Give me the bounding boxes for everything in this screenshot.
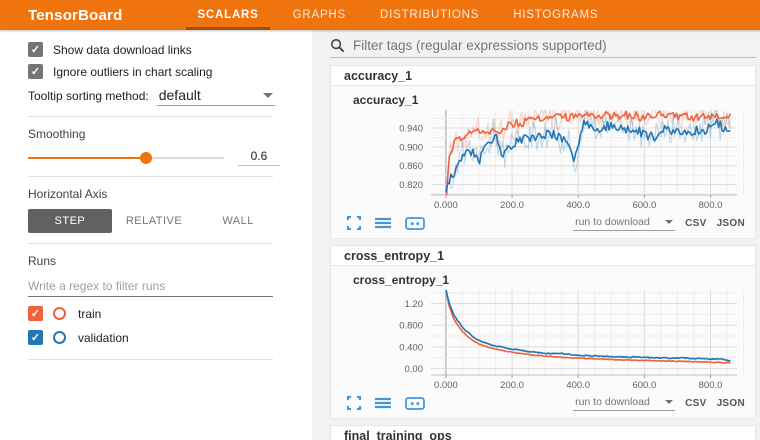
json-download-link[interactable]: JSON [716, 397, 745, 409]
haxis-wall-button[interactable]: WALL [222, 215, 254, 227]
chart-title: accuracy_1 [353, 93, 419, 107]
chart-footer: run to download CSV JSON [331, 393, 755, 415]
runs-regex-input[interactable] [28, 276, 273, 297]
ignore-outliers-checkbox[interactable]: ✓ [28, 64, 43, 79]
search-icon [330, 38, 345, 53]
slider-fill [28, 156, 146, 159]
download-group: run to download CSV JSON [573, 396, 745, 411]
svg-text:0.940: 0.940 [399, 123, 423, 134]
section-header-accuracy[interactable]: accuracy_1 [330, 65, 756, 86]
svg-text:0.00: 0.00 [405, 364, 424, 375]
show-download-links-label: Show data download links [53, 42, 192, 57]
tooltip-sorting-row: Tooltip sorting method: default [28, 86, 312, 106]
tooltip-sorting-label: Tooltip sorting method: [28, 89, 149, 103]
tab-histograms[interactable]: HISTOGRAMS [513, 9, 599, 21]
tab-scalars[interactable]: SCALARS [180, 0, 275, 30]
horizontal-axis-buttons: STEP RELATIVE WALL [28, 209, 280, 233]
divider [28, 359, 273, 360]
haxis-step-button[interactable]: STEP [28, 209, 112, 233]
chevron-down-icon [665, 399, 674, 404]
dashboard-main: accuracy_1 accuracy_1 0.000 200.0 400.0 600… [312, 30, 760, 440]
run-row-validation: ✓ validation [28, 330, 312, 345]
chart-title: cross_entropy_1 [353, 273, 450, 287]
svg-text:200.0: 200.0 [500, 200, 524, 211]
svg-text:0.820: 0.820 [399, 180, 423, 191]
show-download-links-checkbox[interactable]: ✓ [28, 42, 43, 57]
svg-text:0.000: 0.000 [434, 200, 458, 211]
fit-domain-icon[interactable] [405, 396, 425, 410]
haxis-relative-button[interactable]: RELATIVE [125, 215, 183, 227]
section-header-cross-entropy[interactable]: cross_entropy_1 [330, 245, 756, 266]
tooltip-sorting-value: default [158, 87, 201, 103]
smoothing-value[interactable]: 0.6 [238, 149, 280, 166]
divider [28, 116, 273, 117]
tooltip-sorting-dropdown[interactable]: default [156, 86, 275, 106]
show-download-links-row: ✓ Show data download links [28, 42, 312, 57]
run-train-color-swatch [53, 307, 66, 320]
expand-icon[interactable] [347, 216, 361, 230]
smoothing-label: Smoothing [28, 127, 86, 141]
accuracy-chart[interactable]: 0.000 200.0 400.0 600.0 800.0 0.820 0.860 0.900… [331, 107, 755, 213]
log-scale-icon[interactable] [375, 217, 391, 229]
svg-text:0.860: 0.860 [399, 161, 423, 172]
run-to-download-dropdown[interactable]: run to download [573, 215, 676, 231]
slider-thumb[interactable] [139, 151, 152, 164]
tab-graphs[interactable]: GRAPHS [292, 9, 346, 21]
expand-icon[interactable] [347, 396, 361, 410]
horizontal-axis-label: Horizontal Axis [28, 187, 108, 201]
divider [28, 243, 273, 244]
fit-domain-icon[interactable] [405, 216, 425, 230]
nav-tabs: SCALARS GRAPHS DISTRIBUTIONS HISTOGRAMS [180, 0, 615, 30]
run-row-train: ✓ train [28, 306, 312, 321]
run-train-checkbox[interactable]: ✓ [28, 306, 43, 321]
cross-entropy-chart[interactable]: 0.000 200.0 400.0 600.0 800.0 0.00 0.400 0.800 1… [331, 287, 755, 393]
filter-tags-row [330, 38, 756, 58]
filter-tags-input[interactable] [353, 38, 756, 53]
chart-card-accuracy: accuracy_1 0.000 200.0 400.0 600.0 800.0 0.82… [330, 86, 756, 239]
csv-download-link[interactable]: CSV [685, 217, 707, 229]
ignore-outliers-label: Ignore outliers in chart scaling [53, 64, 213, 79]
smoothing-slider[interactable] [28, 151, 224, 165]
run-validation-label: validation [78, 330, 129, 345]
csv-download-link[interactable]: CSV [685, 397, 707, 409]
tab-distributions[interactable]: DISTRIBUTIONS [380, 9, 480, 21]
svg-text:0.800: 0.800 [399, 321, 423, 332]
run-validation-checkbox[interactable]: ✓ [28, 330, 43, 345]
app-title: TensorBoard [28, 6, 123, 24]
smoothing-row: 0.6 [28, 149, 280, 166]
run-to-download-dropdown[interactable]: run to download [573, 395, 676, 411]
svg-text:0.400: 0.400 [399, 342, 423, 353]
json-download-link[interactable]: JSON [716, 217, 745, 229]
divider [28, 176, 273, 177]
runs-label: Runs [28, 254, 57, 268]
run-to-download-label: run to download [575, 395, 650, 408]
svg-text:800.0: 800.0 [699, 380, 723, 391]
svg-text:600.0: 600.0 [632, 380, 656, 391]
svg-text:400.0: 400.0 [566, 380, 590, 391]
svg-text:600.0: 600.0 [632, 200, 656, 211]
chevron-down-icon [665, 219, 674, 224]
svg-text:200.0: 200.0 [500, 380, 524, 391]
app-header: TensorBoard SCALARS GRAPHS DISTRIBUTIONS… [0, 0, 760, 30]
chart-card-cross-entropy: cross_entropy_1 0.000 200.0 400.0 600.0 800.… [330, 266, 756, 419]
settings-sidebar: ✓ Show data download links ✓ Ignore outl… [0, 30, 312, 440]
svg-text:800.0: 800.0 [699, 200, 723, 211]
log-scale-icon[interactable] [375, 397, 391, 409]
svg-text:0.900: 0.900 [399, 142, 423, 153]
svg-text:1.20: 1.20 [405, 299, 424, 310]
run-to-download-label: run to download [575, 215, 650, 228]
svg-text:0.000: 0.000 [434, 380, 458, 391]
run-validation-color-swatch [53, 331, 66, 344]
run-train-label: train [78, 306, 102, 321]
download-group: run to download CSV JSON [573, 216, 745, 231]
chart-footer: run to download CSV JSON [331, 213, 755, 235]
ignore-outliers-row: ✓ Ignore outliers in chart scaling [28, 64, 312, 79]
section-header-final-training-ops[interactable]: final_training_ops [330, 425, 756, 440]
chevron-down-icon [262, 92, 273, 98]
svg-text:400.0: 400.0 [566, 200, 590, 211]
